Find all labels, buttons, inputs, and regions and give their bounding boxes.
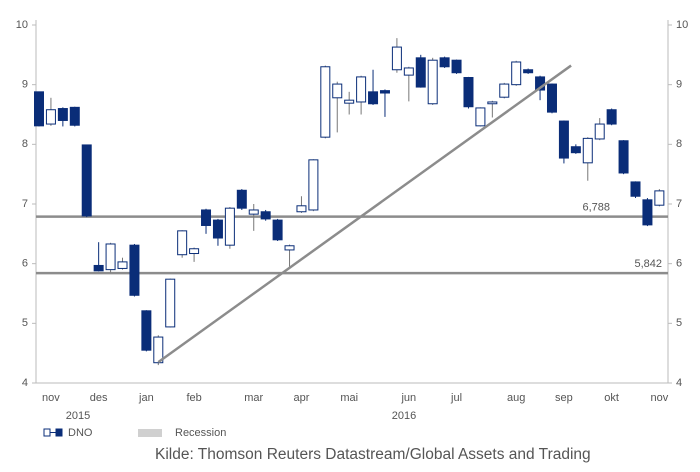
candle-body <box>463 77 474 108</box>
candle-body <box>332 83 343 99</box>
candle-body <box>511 61 522 86</box>
candle-body <box>201 209 212 226</box>
candle-body <box>344 99 355 104</box>
y2-tick-label: 8 <box>676 138 682 150</box>
y2-tick-label: 7 <box>676 198 682 210</box>
candle-body <box>642 199 653 226</box>
x-tick-label: des <box>90 392 108 404</box>
candle-body <box>427 59 438 105</box>
candle-body <box>165 278 176 328</box>
candle-body <box>93 264 104 272</box>
candle-body <box>618 140 629 174</box>
candle-body <box>368 91 379 105</box>
candle-body <box>224 207 235 246</box>
candle-body <box>594 123 605 140</box>
candle-body <box>403 67 414 76</box>
candle-body <box>320 66 331 138</box>
candle-body <box>487 101 498 105</box>
candle-body <box>34 91 44 127</box>
level-label: 5,842 <box>634 258 662 270</box>
y-tick-label: 9 <box>22 79 28 91</box>
candle-body <box>284 245 295 251</box>
candle-body <box>451 59 462 74</box>
year-label: 2015 <box>66 410 90 422</box>
y-tick-label: 10 <box>16 19 28 31</box>
candle-body <box>475 107 486 127</box>
candle-body <box>308 159 319 211</box>
legend-label: Recession <box>175 427 226 439</box>
y-tick-label: 7 <box>22 198 28 210</box>
candle-body <box>248 209 259 215</box>
legend-swatch <box>55 428 63 437</box>
candle-body <box>391 46 402 71</box>
x-tick-label: jul <box>450 392 462 404</box>
candle-body <box>570 146 581 154</box>
y-tick-label: 5 <box>22 317 28 329</box>
x-tick-label: jan <box>138 392 154 404</box>
source: Kilde: Thomson Reuters Datastream/Global… <box>155 446 591 463</box>
candle-body <box>630 181 641 197</box>
x-tick-label: feb <box>186 392 201 404</box>
candle-body <box>45 109 56 125</box>
y2-tick-label: 6 <box>676 258 682 270</box>
candle-body <box>69 106 80 126</box>
y2-tick-label: 9 <box>676 79 682 91</box>
candle-body <box>117 261 128 269</box>
candle-body <box>212 219 223 239</box>
candle-body <box>153 336 164 364</box>
candle-body <box>296 205 307 213</box>
y2-tick-label: 4 <box>676 377 682 389</box>
level-label: 6,788 <box>582 202 610 214</box>
candle-body <box>654 190 665 206</box>
x-tick-label: nov <box>42 392 60 404</box>
x-tick-label: sep <box>555 392 573 404</box>
candle-body <box>582 137 593 164</box>
y-tick-label: 4 <box>22 377 28 389</box>
candle-body <box>356 76 367 103</box>
x-tick-label: apr <box>294 392 310 404</box>
candle-body <box>499 83 510 98</box>
legend-swatch <box>138 429 162 437</box>
candle-body <box>546 83 557 113</box>
legend-label: DNO <box>68 427 93 439</box>
candle-body <box>415 57 426 88</box>
x-tick-label: aug <box>507 392 525 404</box>
candle-body <box>379 90 390 94</box>
x-tick-label: mar <box>244 392 263 404</box>
x-tick-label: nov <box>650 392 668 404</box>
candle-body <box>57 108 68 121</box>
x-tick-label: mai <box>340 392 358 404</box>
candle-body <box>189 248 200 255</box>
x-tick-label: okt <box>604 392 619 404</box>
candle-body <box>177 230 188 256</box>
trend-line <box>157 64 572 364</box>
year-label: 2016 <box>392 410 416 422</box>
x-tick-label: jun <box>400 392 416 404</box>
candle-body <box>105 243 116 271</box>
candle-body <box>236 189 247 209</box>
candle-body <box>141 310 152 351</box>
candle-body <box>558 120 569 159</box>
y2-tick-label: 5 <box>676 317 682 329</box>
candle-body <box>272 219 283 241</box>
legend-swatch <box>43 428 51 437</box>
y-tick-label: 8 <box>22 138 28 150</box>
candle-body <box>523 69 534 74</box>
candle-body <box>260 211 271 220</box>
candle-body <box>606 109 617 125</box>
candle-body <box>129 244 140 296</box>
candle-body <box>81 144 92 217</box>
candle-body <box>439 57 450 68</box>
y2-tick-label: 10 <box>676 19 688 31</box>
y-tick-label: 6 <box>22 258 28 270</box>
